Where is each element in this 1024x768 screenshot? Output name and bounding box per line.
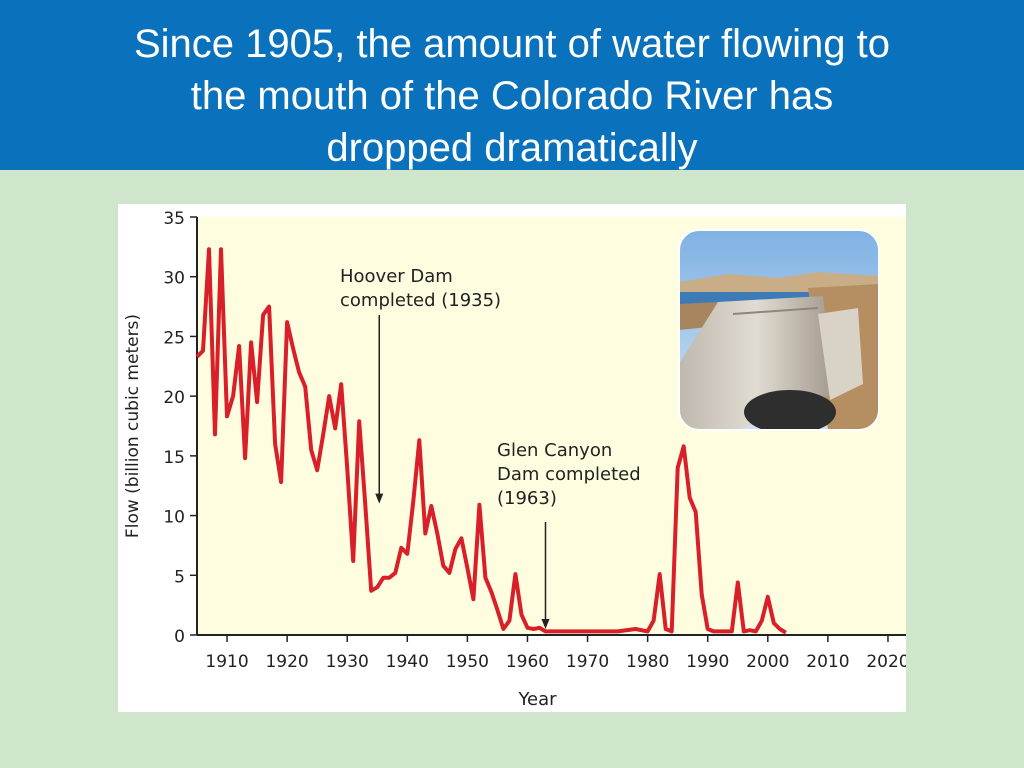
annotation-label: Hoover Dam	[340, 266, 453, 287]
x-axis-label: Year	[517, 689, 557, 710]
y-tick-label: 10	[163, 508, 185, 528]
x-tick-label: 1960	[506, 652, 549, 672]
x-tick-label: 1970	[566, 652, 609, 672]
x-tick-label: 2020	[866, 652, 906, 672]
x-tick-label: 2010	[806, 652, 849, 672]
title-bar: Since 1905, the amount of water flowing …	[0, 0, 1024, 170]
flow-chart: 0 5 10 15 20 25 30 35 1910 1920 1930 1940 1950 1960 19…	[123, 209, 910, 710]
x-tick-label: 1990	[686, 652, 729, 672]
slide-title: Since 1905, the amount of water flowing …	[133, 22, 890, 170]
x-tick-label: 1930	[326, 652, 369, 672]
y-tick-label: 35	[163, 209, 185, 229]
axis-ticks: 0 5 10 15 20 25 30 35 1910 1920 1930 1940 1950 1960 19…	[163, 209, 909, 672]
annotation-arrowhead	[375, 493, 384, 504]
annotation-arrowhead	[541, 619, 550, 630]
x-tick-label: 1980	[626, 652, 669, 672]
y-axis-label: Flow (billion cubic meters)	[123, 314, 143, 538]
annotation-label: Dam completed	[497, 464, 641, 485]
x-tick-label: 2000	[746, 652, 789, 672]
y-tick-label: 25	[163, 328, 185, 348]
x-tick-label: 1920	[265, 652, 308, 672]
x-tick-label: 1940	[386, 652, 429, 672]
figure-panel: 0 5 10 15 20 25 30 35 1910 1920 1930 1940 1950 1960 19…	[118, 204, 910, 712]
y-tick-label: 20	[163, 388, 185, 408]
annotation-label: completed (1935)	[340, 290, 501, 311]
dam-photo	[678, 229, 880, 431]
flow-series-line	[195, 247, 787, 635]
y-tick-label: 15	[163, 448, 185, 468]
x-tick-label: 1950	[446, 652, 489, 672]
y-tick-label: 0	[174, 627, 185, 647]
annotations: Hoover Dam completed (1935) Glen Canyon Dam…	[340, 266, 641, 630]
annotation-label: Glen Canyon	[497, 440, 612, 461]
y-tick-label: 30	[163, 269, 185, 289]
x-tick-label: 1910	[205, 652, 248, 672]
y-tick-label: 5	[174, 567, 185, 587]
annotation-label: (1963)	[497, 488, 557, 509]
